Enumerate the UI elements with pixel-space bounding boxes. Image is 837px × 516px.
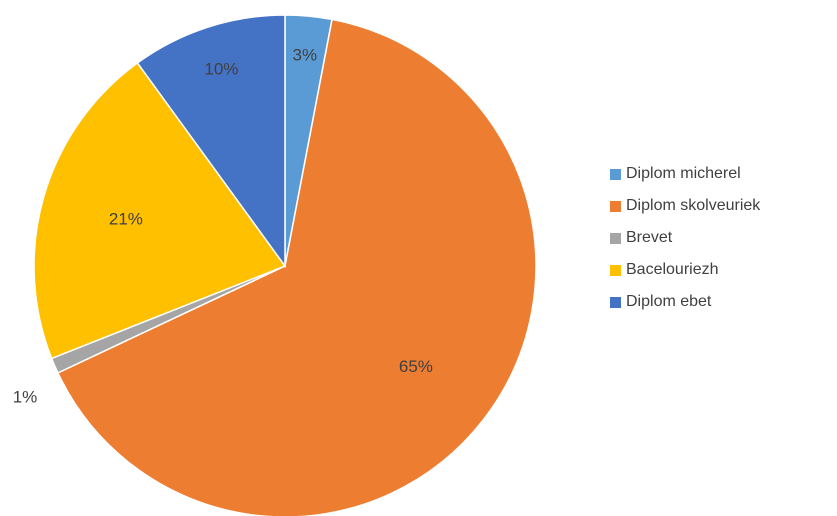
pie-data-label-2: 1% (13, 387, 38, 406)
pie-slice-4 (136, 14, 286, 269)
legend-item-3: Bacelouriezh (610, 260, 760, 280)
pie-data-label-0: 3% (293, 46, 318, 65)
legend-label: Diplom micherel (626, 165, 741, 182)
legend-item-1: Diplom skolveuriek (610, 196, 760, 216)
legend: Diplom micherel Diplom skolveuriek Brevet B… (610, 164, 760, 324)
pie-slices (33, 14, 537, 516)
legend-item-2: Brevet (610, 228, 760, 248)
legend-swatch (610, 264, 621, 276)
pie-data-label-4: 10% (204, 60, 238, 79)
legend-label: Brevet (626, 229, 673, 246)
legend-swatch (610, 232, 621, 244)
legend-item-0: Diplom micherel (610, 164, 760, 184)
legend-label: Diplom ebet (626, 293, 712, 310)
pie-data-label-1: 65% (399, 357, 433, 376)
pie-slice-3 (33, 61, 287, 360)
legend-swatch (610, 296, 621, 308)
legend-swatch (610, 168, 621, 180)
legend-label: Bacelouriezh (626, 261, 719, 278)
legend-label: Diplom skolveuriek (626, 197, 761, 214)
pie-data-label-3: 21% (109, 209, 143, 228)
pie-data-labels: 3% 65% 1% 21% 10% (13, 46, 433, 407)
legend-swatch (610, 200, 621, 212)
pie-slice-1 (56, 18, 537, 516)
legend-item-4: Diplom ebet (610, 292, 760, 312)
